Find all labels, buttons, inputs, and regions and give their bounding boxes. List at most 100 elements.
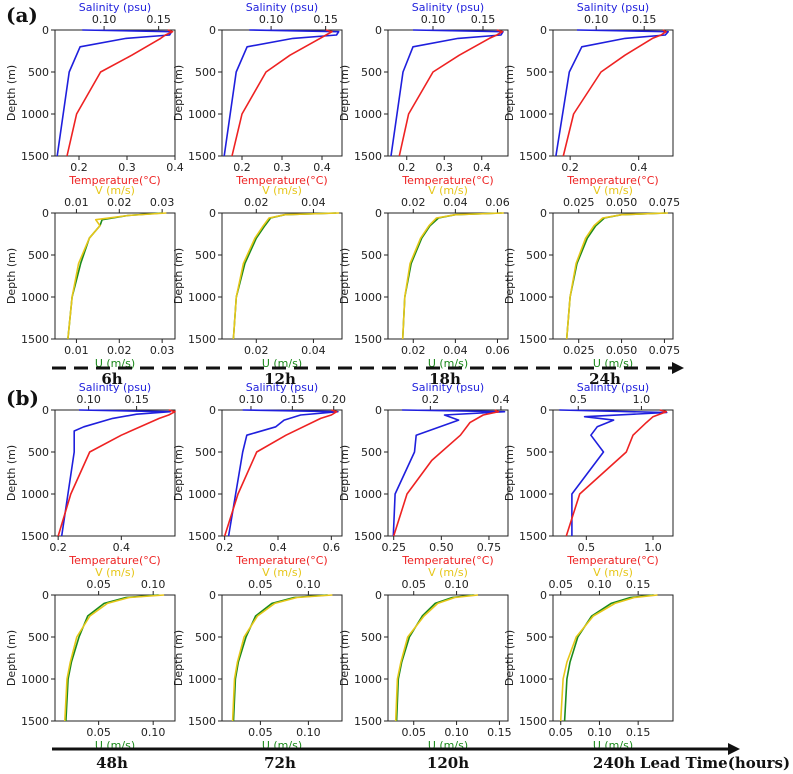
bottom-axis-label: U (m/s) bbox=[262, 357, 302, 370]
bottom-axis-label: Temperature(°C) bbox=[566, 174, 658, 187]
top-axis-label: Salinity (psu) bbox=[246, 1, 318, 14]
y-axis-label: Depth (m) bbox=[172, 630, 185, 686]
series-line-temperature bbox=[231, 29, 333, 157]
y-tick-label: 0 bbox=[42, 589, 49, 602]
y-tick-label: 1000 bbox=[188, 488, 216, 501]
y-tick-label: 1000 bbox=[354, 108, 382, 121]
y-tick-label: 0 bbox=[375, 24, 382, 37]
panel-label-b: (b) bbox=[6, 386, 39, 410]
top-tick-label: 0.075 bbox=[649, 196, 681, 209]
top-tick-label: 0.01 bbox=[64, 196, 89, 209]
top-tick-label: 0.10 bbox=[259, 13, 284, 26]
chart-panel-ts-6h: 0 500 1000 1500 Depth (m) 0.2 0.3 0.4 Temperatur… bbox=[5, 1, 184, 187]
y-tick-label: 500 bbox=[195, 631, 216, 644]
bottom-tick-label: 0.50 bbox=[429, 541, 454, 554]
y-tick-label: 1500 bbox=[21, 715, 49, 728]
bottom-tick-label: 0.050 bbox=[606, 344, 638, 357]
bottom-axis-label: Temperature(°C) bbox=[235, 554, 327, 567]
y-tick-label: 1500 bbox=[188, 333, 216, 346]
y-tick-label: 1500 bbox=[354, 333, 382, 346]
series-line-salinity bbox=[60, 409, 171, 537]
bottom-tick-label: 0.01 bbox=[64, 344, 89, 357]
bottom-tick-label: 0.10 bbox=[296, 726, 321, 739]
plot-frame bbox=[552, 29, 674, 157]
bottom-tick-label: 0.04 bbox=[443, 344, 468, 357]
plot-frame bbox=[387, 594, 509, 722]
top-axis-label: Salinity (psu) bbox=[246, 381, 318, 394]
y-tick-label: 1500 bbox=[519, 530, 547, 543]
top-tick-label: 0.02 bbox=[107, 196, 132, 209]
y-tick-label: 1000 bbox=[519, 673, 547, 686]
bottom-axis-label: Temperature(°C) bbox=[401, 174, 493, 187]
plot-frame bbox=[221, 29, 343, 157]
y-tick-label: 500 bbox=[526, 446, 547, 459]
bottom-tick-label: 0.05 bbox=[401, 726, 426, 739]
y-axis-label: Depth (m) bbox=[5, 445, 18, 501]
series-line-temperature bbox=[565, 409, 668, 537]
bottom-tick-label: 0.2 bbox=[70, 161, 88, 174]
plot-frame bbox=[221, 409, 343, 537]
y-tick-label: 1000 bbox=[354, 673, 382, 686]
series-line-salinity bbox=[559, 409, 668, 536]
y-axis-label: Depth (m) bbox=[503, 445, 516, 501]
bottom-tick-label: 0.075 bbox=[649, 344, 681, 357]
bottom-tick-label: 0.3 bbox=[273, 161, 291, 174]
bottom-tick-label: 0.25 bbox=[381, 541, 406, 554]
y-tick-label: 0 bbox=[42, 404, 49, 417]
series-line-v bbox=[401, 212, 504, 340]
y-tick-label: 1500 bbox=[21, 530, 49, 543]
bottom-tick-label: 0.15 bbox=[626, 726, 651, 739]
top-tick-label: 0.5 bbox=[570, 393, 588, 406]
top-axis-label: V (m/s) bbox=[262, 184, 302, 197]
bottom-tick-label: 0.05 bbox=[548, 726, 573, 739]
plot-frame bbox=[387, 212, 509, 340]
series-line-temperature bbox=[392, 409, 500, 537]
y-tick-label: 500 bbox=[526, 249, 547, 262]
plot-frame bbox=[54, 212, 176, 340]
y-axis-label: Depth (m) bbox=[338, 445, 351, 501]
y-tick-label: 500 bbox=[195, 66, 216, 79]
chart-panel-ts-72h: 0 500 1000 1500 Depth (m) 0.2 0.4 0.6Temperatur… bbox=[172, 381, 346, 567]
y-tick-label: 0 bbox=[42, 207, 49, 220]
y-tick-label: 0 bbox=[540, 207, 547, 220]
lead-time-24h: 24h bbox=[589, 370, 621, 388]
y-tick-label: 1000 bbox=[188, 673, 216, 686]
plot-frame bbox=[387, 29, 509, 157]
series-line-temperature bbox=[223, 409, 338, 537]
chart-grid: 0 500 1000 1500 Depth (m) 0.2 0.3 0.4 Temperatur… bbox=[5, 1, 680, 752]
y-tick-label: 500 bbox=[28, 446, 49, 459]
top-tick-label: 0.10 bbox=[444, 578, 469, 591]
y-tick-label: 500 bbox=[361, 66, 382, 79]
bottom-tick-label: 0.2 bbox=[233, 161, 251, 174]
y-tick-label: 0 bbox=[375, 589, 382, 602]
y-axis-label: Depth (m) bbox=[338, 248, 351, 304]
bottom-tick-label: 0.4 bbox=[313, 161, 331, 174]
plot-frame bbox=[387, 409, 509, 537]
top-tick-label: 0.03 bbox=[150, 196, 175, 209]
lead-time-axis-label: Lead Time(hours) bbox=[640, 754, 790, 772]
y-tick-label: 0 bbox=[375, 207, 382, 220]
y-axis-label: Depth (m) bbox=[172, 248, 185, 304]
y-tick-label: 0 bbox=[209, 207, 216, 220]
y-tick-label: 1500 bbox=[21, 150, 49, 163]
bottom-tick-label: 0.2 bbox=[216, 541, 234, 554]
y-tick-label: 0 bbox=[540, 24, 547, 37]
y-tick-label: 1500 bbox=[354, 715, 382, 728]
series-line-temperature bbox=[398, 29, 504, 157]
lead-time-240h: 240h bbox=[593, 754, 635, 772]
bottom-tick-label: 0.02 bbox=[401, 344, 426, 357]
y-tick-label: 1000 bbox=[21, 488, 49, 501]
lead-time-72h: 72h bbox=[264, 754, 296, 772]
series-line-salinity bbox=[555, 29, 670, 157]
y-axis-label: Depth (m) bbox=[5, 248, 18, 304]
top-tick-label: 0.15 bbox=[626, 578, 651, 591]
top-tick-label: 0.025 bbox=[563, 196, 595, 209]
y-tick-label: 0 bbox=[42, 24, 49, 37]
bottom-tick-label: 0.4 bbox=[113, 541, 131, 554]
chart-panel-ts-48h: 0 500 1000 1500 Depth (m) 0.2 0.4Temperature(°… bbox=[5, 381, 176, 567]
y-tick-label: 500 bbox=[361, 631, 382, 644]
series-line-v bbox=[232, 212, 340, 340]
series-line-v bbox=[565, 212, 668, 340]
